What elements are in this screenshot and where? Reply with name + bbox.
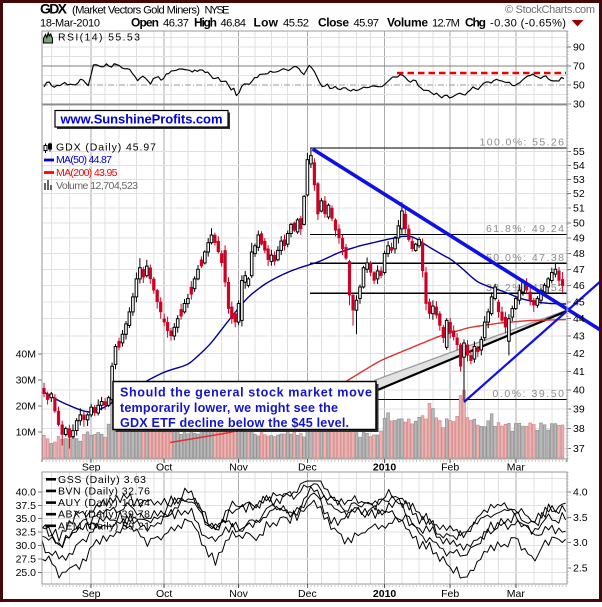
svg-text:50: 50 xyxy=(573,80,585,92)
svg-text:100.0%: 55.26: 100.0%: 55.26 xyxy=(480,137,565,149)
svg-text:53: 53 xyxy=(573,174,585,186)
svg-text:GDX ETF decline below the $45: GDX ETF decline below the $45 level. xyxy=(120,416,349,430)
svg-text:70: 70 xyxy=(573,61,585,73)
svg-text:BVN (Daily) 32.76: BVN (Daily) 32.76 xyxy=(58,485,150,497)
svg-text:GSS (Daily) 3.63: GSS (Daily) 3.63 xyxy=(58,474,146,486)
svg-text:52: 52 xyxy=(573,188,585,200)
svg-text:40M: 40M xyxy=(16,349,36,361)
svg-text:55: 55 xyxy=(573,146,585,158)
svg-text:48: 48 xyxy=(573,248,585,260)
svg-text:Feb: Feb xyxy=(441,588,459,600)
svg-text:Oct: Oct xyxy=(156,588,172,600)
svg-text:30M: 30M xyxy=(16,375,36,387)
svg-text:Chg: Chg xyxy=(465,16,486,30)
svg-text:44: 44 xyxy=(573,313,585,325)
svg-text:50.0%: 47.38: 50.0%: 47.38 xyxy=(486,252,564,264)
svg-text:49: 49 xyxy=(573,233,585,245)
svg-text:Should the general stock marke: Should the general stock market move xyxy=(120,386,372,400)
svg-text:90: 90 xyxy=(573,42,585,54)
svg-text:38: 38 xyxy=(573,423,585,435)
svg-text:MA(50) 44.87: MA(50) 44.87 xyxy=(56,154,112,166)
svg-text:4.0: 4.0 xyxy=(573,486,588,498)
svg-text:27.5: 27.5 xyxy=(16,553,37,565)
svg-text:Feb: Feb xyxy=(441,462,459,474)
svg-text:-0.30 (-0.65%): -0.30 (-0.65%) xyxy=(490,18,566,30)
svg-text:30: 30 xyxy=(573,99,585,111)
svg-text:Mar: Mar xyxy=(507,588,526,600)
svg-text:45.97: 45.97 xyxy=(354,18,380,30)
svg-text:46.37: 46.37 xyxy=(163,18,189,30)
svg-text:18-Mar-2010: 18-Mar-2010 xyxy=(40,18,100,30)
svg-text:temporarily lower, we might se: temporarily lower, we might see the xyxy=(120,401,338,415)
svg-text:43: 43 xyxy=(573,331,585,343)
svg-text:45.52: 45.52 xyxy=(283,18,309,30)
svg-text:NYSE: NYSE xyxy=(205,5,230,17)
svg-text:30.0: 30.0 xyxy=(16,540,37,552)
svg-text:47: 47 xyxy=(573,264,585,276)
svg-text:Dec: Dec xyxy=(298,462,317,474)
svg-text:35.0: 35.0 xyxy=(16,513,37,525)
svg-text:40.0: 40.0 xyxy=(16,486,37,498)
svg-text:Volume: Volume xyxy=(387,16,428,30)
svg-text:MA(200) 43.95: MA(200) 43.95 xyxy=(56,167,118,179)
svg-text:42: 42 xyxy=(573,348,585,360)
svg-text:(Market Vectors Gold Miners): (Market Vectors Gold Miners) xyxy=(72,5,200,17)
svg-text:Close: Close xyxy=(318,16,349,30)
svg-text:RSI(14) 55.53: RSI(14) 55.53 xyxy=(58,32,140,44)
svg-text:2.5: 2.5 xyxy=(573,563,588,575)
svg-text:Low: Low xyxy=(254,16,279,30)
svg-text:© StockCharts.com: © StockCharts.com xyxy=(505,4,595,16)
svg-text:Nov: Nov xyxy=(229,462,248,474)
svg-text:39: 39 xyxy=(573,404,585,416)
svg-text:37: 37 xyxy=(573,443,585,455)
svg-text:High: High xyxy=(194,16,217,30)
svg-text:AUY (Daily) 10.24: AUY (Daily) 10.24 xyxy=(58,497,150,509)
svg-text:Open: Open xyxy=(131,16,159,30)
svg-text:45: 45 xyxy=(573,296,585,308)
svg-text:50: 50 xyxy=(573,217,585,229)
svg-text:AEM (Daily) 59.21: AEM (Daily) 59.21 xyxy=(58,520,150,532)
svg-text:ABX (Daily) 39.78: ABX (Daily) 39.78 xyxy=(58,509,150,521)
svg-text:Oct: Oct xyxy=(156,462,172,474)
svg-text:54: 54 xyxy=(573,160,585,172)
svg-text:12.7M: 12.7M xyxy=(432,18,460,30)
svg-text:2010: 2010 xyxy=(373,462,397,474)
svg-text:3.0: 3.0 xyxy=(573,537,588,549)
svg-text:51: 51 xyxy=(573,203,585,215)
svg-text:GDX: GDX xyxy=(40,1,68,17)
svg-text:46.84: 46.84 xyxy=(221,18,247,30)
svg-text:Dec: Dec xyxy=(298,588,317,600)
svg-text:www.SunshineProfits.com: www.SunshineProfits.com xyxy=(60,112,223,127)
svg-text:41: 41 xyxy=(573,366,585,378)
svg-text:3.5: 3.5 xyxy=(573,512,588,524)
svg-text:Sep: Sep xyxy=(82,588,101,600)
svg-text:Nov: Nov xyxy=(229,588,248,600)
svg-text:Sep: Sep xyxy=(82,462,101,474)
svg-text:46: 46 xyxy=(573,280,585,292)
svg-text:61.8%: 49.24: 61.8%: 49.24 xyxy=(486,223,564,235)
svg-text:40: 40 xyxy=(573,385,585,397)
svg-text:Volume 12,704,523: Volume 12,704,523 xyxy=(56,180,138,192)
svg-text:37.5: 37.5 xyxy=(16,500,37,512)
svg-text:10M: 10M xyxy=(16,427,36,439)
svg-text:32.5: 32.5 xyxy=(16,527,37,539)
svg-text:20M: 20M xyxy=(16,401,36,413)
svg-text:GDX (Daily) 45.97: GDX (Daily) 45.97 xyxy=(56,142,156,154)
svg-text:25.0: 25.0 xyxy=(16,567,37,579)
svg-text:2010: 2010 xyxy=(373,588,397,600)
svg-text:Mar: Mar xyxy=(507,462,526,474)
